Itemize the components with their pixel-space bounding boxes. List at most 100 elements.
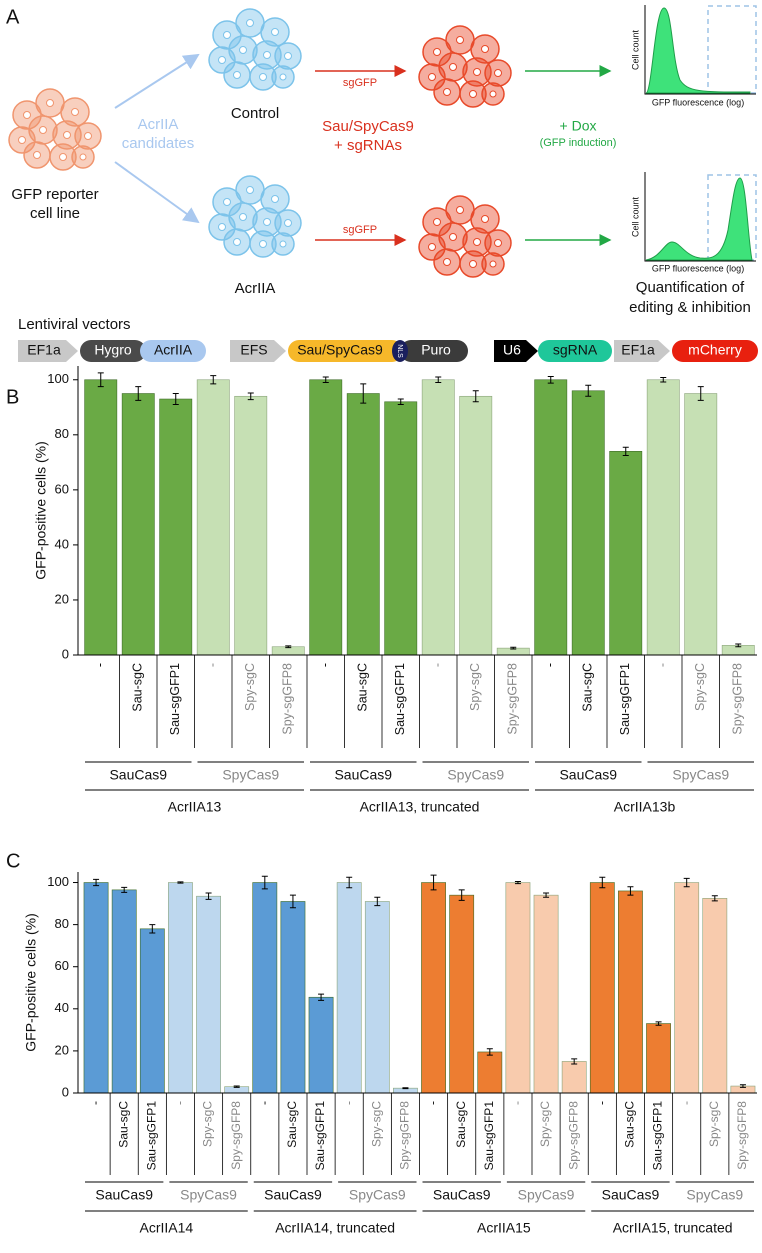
x-tick-label: Spy-sgGFP8 — [735, 1101, 749, 1170]
error-bar — [660, 377, 667, 383]
x-tick-label: Spy-sgGFP8 — [566, 1101, 580, 1170]
gene — [672, 340, 758, 362]
x-tick-label: Sau-sgGFP1 — [651, 1101, 665, 1171]
error-bar — [458, 889, 465, 901]
x-tick-label: Spy-sgC — [468, 663, 482, 711]
bar — [159, 398, 193, 656]
hist-x-label: GFP fluorescence (log) — [652, 263, 744, 273]
promoter — [614, 340, 670, 362]
arrow — [114, 161, 200, 224]
bar — [196, 379, 230, 656]
y-tick-label: 100 — [47, 371, 69, 386]
error-bar — [739, 1084, 746, 1088]
error-bar — [177, 881, 184, 884]
x-tick-label: Spy-sgC — [201, 1101, 215, 1147]
x-tick-label: Sau-sgGFP1 — [482, 1101, 496, 1171]
bar — [83, 882, 109, 1094]
y-tick-label: 0 — [62, 646, 69, 661]
x-tick-label: Spy-sgGFP8 — [506, 663, 520, 735]
error-bar — [233, 1085, 240, 1088]
x-tick-label: - — [431, 663, 445, 667]
error-bar — [374, 896, 381, 907]
dox-label: + Dox — [560, 118, 597, 134]
x-tick-label: - — [88, 1101, 102, 1105]
x-tick-label: Sau-sgC — [454, 1101, 468, 1148]
vector-element: sgRNA — [553, 342, 598, 358]
x-tick-label: Sau-sgC — [581, 663, 595, 712]
error-bar — [360, 383, 367, 404]
bar — [384, 401, 418, 656]
panel-label: A — [6, 6, 20, 28]
x-tick-label: Spy-sgC — [369, 1101, 383, 1147]
error-bar — [149, 924, 156, 934]
error-bar — [322, 376, 329, 384]
hist-x-label: GFP fluorescence (log) — [652, 97, 744, 107]
error-bar — [346, 876, 353, 889]
y-axis-label: GFP-positive cells (%) — [23, 913, 39, 1051]
bar — [196, 895, 221, 1094]
vector-element: mCherry — [688, 342, 742, 358]
bar — [589, 882, 615, 1094]
promoter — [18, 340, 78, 362]
quant-label: Quantification of — [636, 279, 745, 296]
bar — [336, 882, 362, 1094]
hist-y-label: Cell count — [630, 29, 640, 70]
error-bar — [711, 895, 718, 902]
bar — [609, 451, 643, 656]
x-tick-label: Spy-sgGFP8 — [229, 1101, 243, 1170]
promoter — [230, 340, 286, 362]
error-bar — [247, 392, 254, 401]
x-tick-label: - — [318, 663, 332, 667]
nls — [392, 340, 408, 362]
error-bar — [510, 646, 517, 650]
error-bar — [402, 1087, 409, 1090]
error-bar — [543, 892, 550, 898]
histogram — [645, 7, 751, 94]
y-tick-label: 100 — [47, 874, 69, 889]
bar — [168, 882, 193, 1094]
construct-label: AcrIIA14 — [140, 1220, 194, 1236]
error-bar — [93, 878, 100, 887]
error-bar — [655, 1021, 662, 1026]
enzyme-label: SauCas9 — [433, 1187, 491, 1203]
bar — [449, 894, 475, 1094]
y-axis-label: GFP-positive cells (%) — [33, 441, 49, 579]
error-bar — [289, 894, 296, 909]
error-bar — [435, 376, 442, 384]
bar — [280, 901, 306, 1094]
candidates-label: AcrIIA — [138, 116, 179, 133]
bar — [646, 1023, 671, 1094]
enzyme-label: SpyCas9 — [349, 1187, 406, 1203]
vector-element: NLS — [396, 344, 403, 358]
error-bar — [135, 386, 142, 401]
bar — [364, 901, 390, 1094]
enzyme-label: SpyCas9 — [672, 767, 729, 783]
vector-element: AcrIIA — [154, 342, 193, 358]
gene — [288, 340, 403, 362]
promoter — [494, 340, 538, 362]
bar — [674, 882, 700, 1094]
x-tick-label: - — [679, 1101, 693, 1105]
bar — [139, 928, 165, 1094]
bar — [421, 379, 455, 656]
x-tick-label: - — [656, 663, 670, 667]
y-tick-label: 80 — [55, 916, 69, 931]
enzyme-label: SauCas9 — [109, 767, 167, 783]
bar — [561, 1061, 587, 1094]
dox-note: (GFP induction) — [540, 137, 617, 149]
bar — [346, 393, 380, 656]
y-tick-label: 0 — [62, 1084, 69, 1099]
reporter-label: cell line — [30, 205, 80, 222]
cell-cluster — [208, 8, 302, 91]
error-bar — [735, 643, 742, 648]
bar — [477, 1051, 503, 1094]
x-tick-label: Sau-sgGFP1 — [168, 663, 182, 735]
bar — [309, 379, 343, 656]
construct-label: AcrIIA13, truncated — [360, 799, 480, 815]
error-bar — [683, 877, 690, 888]
gene — [80, 340, 146, 362]
vector-element: Hygro — [94, 342, 132, 358]
construct-label: AcrIIA13 — [168, 799, 222, 815]
error-bar — [599, 876, 606, 889]
quant-label: editing & inhibition — [629, 299, 751, 316]
